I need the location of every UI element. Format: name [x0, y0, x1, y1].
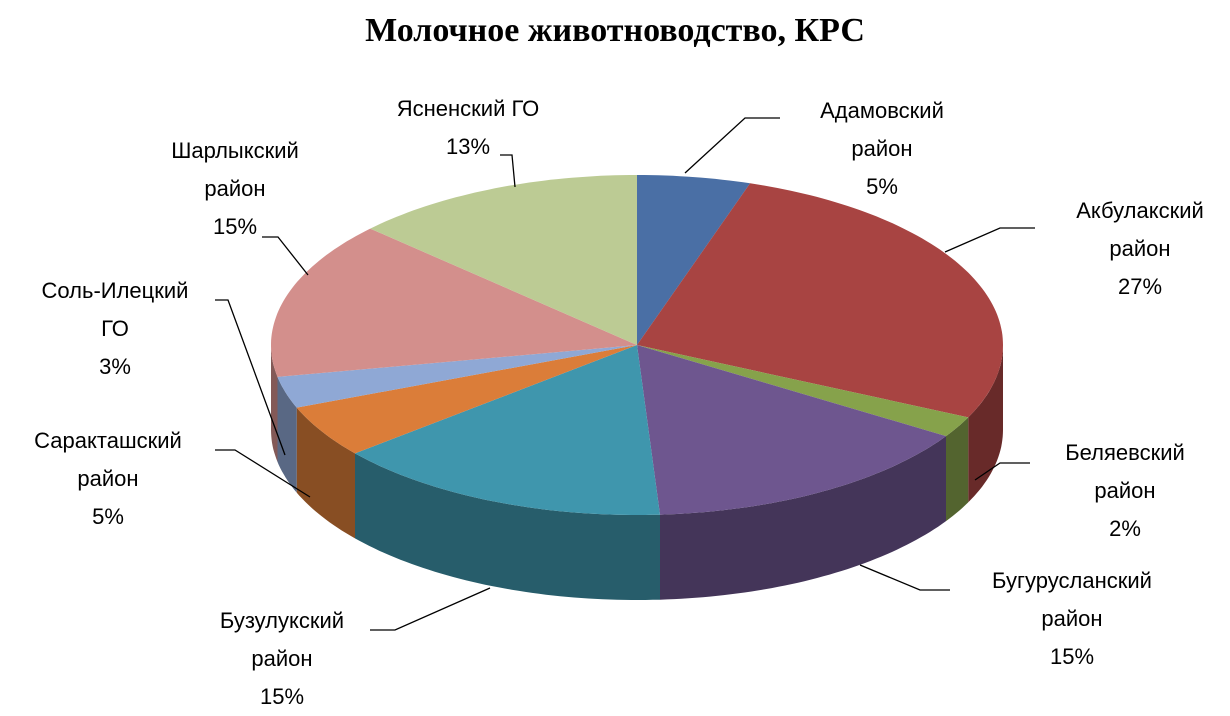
- value-label: 5%: [92, 504, 124, 529]
- slice-side: [946, 417, 969, 522]
- slice-side: [355, 453, 660, 600]
- slice-side: [968, 345, 1003, 503]
- category-label: Саракташский район: [34, 428, 182, 491]
- category-label: Бугурусланский район: [992, 568, 1152, 631]
- slice: [637, 183, 1003, 418]
- category-label: Акбулакский район: [1076, 198, 1204, 261]
- slice: [637, 175, 751, 345]
- value-label: 15%: [259, 684, 305, 709]
- value-label: 13%: [445, 134, 491, 159]
- category-label: Ясненский ГО: [396, 96, 540, 121]
- slice-label: Бузулукский район 15%: [197, 602, 367, 716]
- category-label: Бузулукский район: [219, 608, 345, 671]
- slice: [370, 175, 637, 345]
- slice-label: Ясненский ГО 13%: [358, 90, 578, 166]
- slice-side: [277, 376, 297, 493]
- slice: [355, 345, 660, 515]
- slice-label: Саракташский район 5%: [18, 422, 198, 536]
- slice-label: Бугурусланский район 15%: [985, 562, 1160, 676]
- chart-title: Молочное животноводство, КРС: [365, 12, 865, 49]
- slice-side: [660, 436, 946, 600]
- value-label: 15%: [1049, 644, 1095, 669]
- slice-side: [271, 345, 278, 462]
- leader-line: [500, 154, 516, 188]
- slice-label: Адамовский район 5%: [787, 92, 977, 206]
- slice-label: Беляевский район 2%: [1040, 434, 1210, 548]
- slice-label: Акбулакский район 27%: [1055, 192, 1225, 306]
- leader-line: [215, 449, 311, 498]
- value-label: 15%: [212, 214, 258, 239]
- leader-line: [684, 117, 780, 174]
- value-label: 2%: [1109, 516, 1141, 541]
- value-label: 27%: [1117, 274, 1163, 299]
- leader-line: [262, 236, 309, 276]
- leader-line: [215, 299, 286, 456]
- slice-label: Шарлыкский район 15%: [150, 132, 320, 246]
- category-label: Адамовский район: [820, 98, 944, 161]
- leader-line: [370, 587, 491, 631]
- category-label: Соль-Илецкий ГО: [41, 278, 189, 341]
- slice-side: [296, 407, 355, 539]
- leader-line: [944, 227, 1035, 253]
- slice: [296, 345, 637, 454]
- slice-label: Соль-Илецкий ГО 3%: [35, 272, 195, 386]
- category-label: Беляевский район: [1065, 440, 1185, 503]
- slice: [637, 345, 969, 437]
- slice: [277, 345, 637, 408]
- slice: [271, 228, 637, 377]
- category-label: Шарлыкский район: [171, 138, 299, 201]
- slice: [637, 345, 946, 515]
- leader-line: [859, 564, 950, 591]
- value-label: 5%: [866, 174, 898, 199]
- leader-line: [974, 462, 1030, 481]
- value-label: 3%: [99, 354, 131, 379]
